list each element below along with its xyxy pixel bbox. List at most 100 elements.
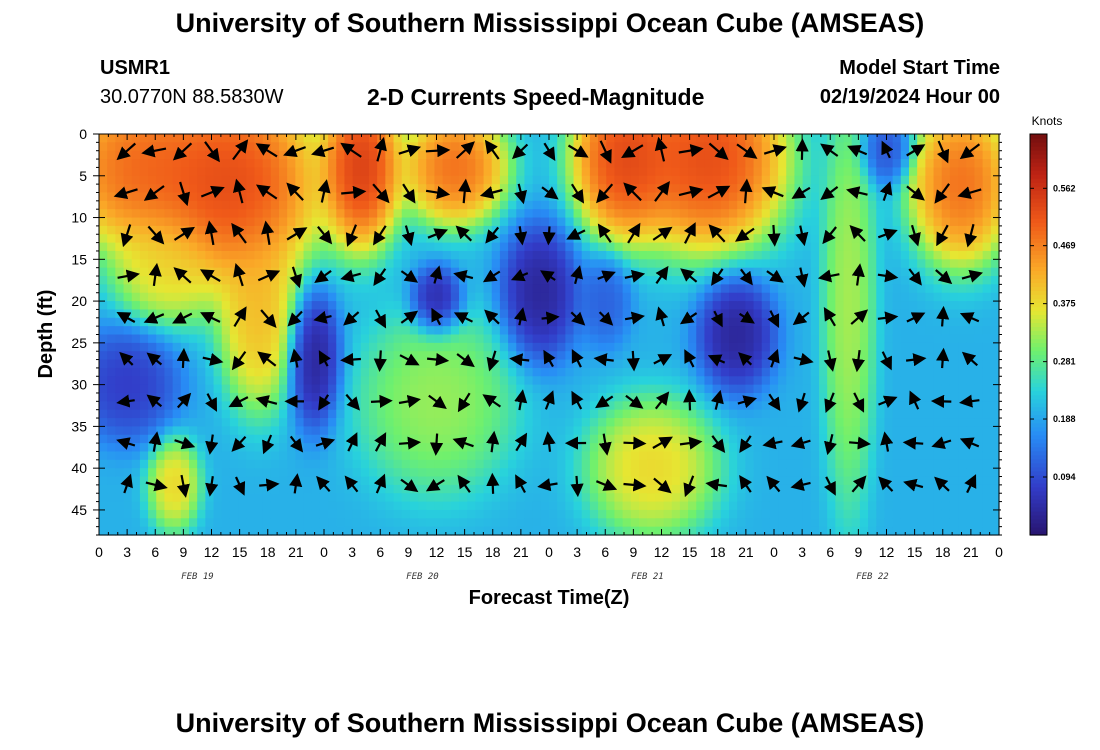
heatmap-cell — [246, 426, 256, 436]
heatmap-cell — [434, 526, 444, 536]
heatmap-cell — [786, 426, 796, 436]
heatmap-cell — [328, 409, 337, 419]
heatmap-cell — [311, 301, 321, 311]
heatmap-cell — [859, 242, 869, 252]
heatmap-cell — [565, 309, 575, 319]
heatmap-cell — [99, 334, 108, 344]
heatmap-cell — [540, 175, 550, 185]
heatmap-cell — [238, 150, 247, 160]
heatmap-cell — [655, 167, 665, 177]
heatmap-cell — [720, 276, 730, 285]
heatmap-cell — [794, 301, 804, 311]
heatmap-cell — [475, 267, 485, 277]
heatmap-cell — [303, 217, 313, 227]
heatmap-cell — [761, 484, 771, 494]
heatmap-cell — [753, 267, 763, 277]
heatmap-cell — [123, 409, 133, 419]
heatmap-cell — [532, 418, 542, 427]
heatmap-cell — [213, 484, 223, 494]
heatmap-cell — [761, 392, 771, 402]
heatmap-cell — [328, 392, 337, 402]
heatmap-cell — [933, 367, 943, 377]
heatmap-cell — [524, 184, 534, 194]
heatmap-cell — [598, 184, 607, 194]
heatmap-cell — [581, 200, 591, 210]
heatmap-cell — [156, 200, 166, 210]
heatmap-cell — [573, 493, 583, 503]
heatmap-cell — [377, 334, 386, 344]
heatmap-cell — [524, 493, 534, 503]
heatmap-cell — [442, 150, 452, 160]
heatmap-cell — [549, 242, 558, 252]
heatmap-cell — [679, 259, 689, 269]
heatmap-cell — [671, 459, 681, 469]
heatmap-cell — [598, 326, 607, 336]
heatmap-cell — [99, 175, 108, 185]
heatmap-cell — [810, 192, 820, 202]
heatmap-cell — [622, 351, 632, 361]
heatmap-cell — [377, 376, 386, 386]
heatmap-cell — [442, 326, 452, 336]
heatmap-cell — [737, 225, 746, 235]
heatmap-cell — [393, 167, 403, 177]
heatmap-cell — [499, 150, 509, 160]
heatmap-cell — [156, 209, 166, 219]
heatmap-cell — [565, 225, 575, 235]
heatmap-cell — [254, 134, 264, 143]
heatmap-cell — [221, 234, 231, 244]
heatmap-cell — [262, 526, 272, 536]
heatmap-cell — [197, 225, 206, 235]
heatmap-cell — [246, 401, 256, 411]
heatmap-cell — [589, 384, 599, 394]
heatmap-cell — [524, 276, 534, 285]
heatmap-cell — [859, 493, 869, 503]
heatmap-cell — [180, 209, 190, 219]
heatmap-cell — [851, 250, 861, 260]
heatmap-cell — [630, 159, 640, 169]
heatmap-cell — [369, 167, 378, 177]
heatmap-cell — [189, 292, 198, 302]
heatmap-cell — [205, 501, 215, 511]
heatmap-cell — [205, 342, 215, 352]
heatmap-cell — [589, 142, 599, 152]
heatmap-cell — [434, 301, 444, 311]
heatmap-cell — [655, 317, 665, 327]
heatmap-cell — [663, 509, 673, 519]
heatmap-cell — [467, 376, 476, 386]
heatmap-cell — [409, 526, 419, 536]
heatmap-cell — [352, 392, 362, 402]
heatmap-cell — [630, 409, 640, 419]
heatmap-cell — [663, 426, 673, 436]
heatmap-cell — [688, 401, 697, 411]
heatmap-cell — [442, 259, 452, 269]
heatmap-cell — [156, 301, 166, 311]
heatmap-cell — [328, 376, 337, 386]
heatmap-cell — [336, 367, 346, 377]
heatmap-cell — [614, 443, 624, 453]
heatmap-cell — [516, 409, 526, 419]
heatmap-cell — [639, 351, 648, 361]
heatmap-cell — [704, 426, 714, 436]
heatmap-cell — [499, 501, 509, 511]
heatmap-cell — [450, 150, 460, 160]
heatmap-cell — [459, 418, 468, 427]
heatmap-cell — [360, 468, 370, 478]
heatmap-cell — [180, 134, 190, 143]
heatmap-cell — [352, 384, 362, 394]
heatmap-cell — [753, 384, 763, 394]
heatmap-cell — [197, 292, 206, 302]
heatmap-cell — [295, 451, 305, 461]
heatmap-cell — [639, 526, 648, 536]
heatmap-cell — [344, 334, 354, 344]
heatmap-cell — [352, 134, 362, 143]
heatmap-cell — [262, 259, 272, 269]
heatmap-cell — [197, 184, 206, 194]
heatmap-cell — [851, 459, 861, 469]
heatmap-cell — [426, 501, 436, 511]
heatmap-cell — [131, 242, 141, 252]
heatmap-cell — [606, 434, 616, 444]
heatmap-cell — [581, 309, 591, 319]
heatmap-cell — [508, 409, 517, 419]
heatmap-cell — [328, 250, 337, 260]
heatmap-cell — [557, 225, 566, 235]
